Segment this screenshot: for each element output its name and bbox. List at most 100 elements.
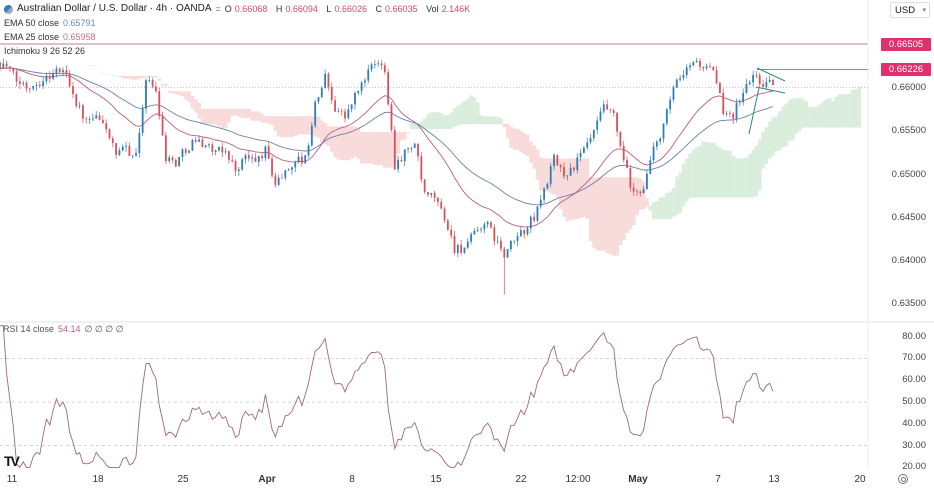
candle-body: [612, 110, 615, 113]
candle-body: [546, 183, 549, 189]
cloud-segment: [791, 98, 795, 141]
candle-body: [32, 85, 35, 89]
candle: [619, 131, 622, 148]
cloud-segment: [187, 91, 192, 103]
candle-body: [194, 139, 197, 142]
ema50-legend[interactable]: EMA 50 close 0.65791: [4, 18, 96, 28]
candle: [380, 60, 383, 70]
candle: [241, 157, 244, 172]
rsi-line: [0, 325, 774, 469]
cloud-segment: [741, 158, 746, 198]
candle-body: [695, 60, 698, 63]
candle-body: [121, 146, 124, 151]
candle-body: [48, 75, 51, 79]
cloud-segment: [704, 142, 709, 198]
cloud-segment: [522, 133, 527, 155]
ema25-legend[interactable]: EMA 25 close 0.65958: [4, 32, 96, 42]
candle: [456, 243, 459, 258]
candle: [566, 175, 569, 181]
cloud-segment: [821, 101, 825, 128]
candle-body: [702, 66, 705, 69]
cloud-segment: [754, 145, 759, 196]
candle-body: [672, 87, 675, 100]
candle-body: [768, 79, 771, 82]
candle: [314, 99, 317, 128]
candle: [735, 98, 738, 123]
candle: [164, 132, 167, 165]
rsi-legend[interactable]: RSI 14 close 54.14 ∅ ∅ ∅ ∅: [3, 324, 124, 334]
symbol-title[interactable]: Australian Dollar / U.S. Dollar · 4h · O…: [17, 3, 212, 14]
settings-gear-icon[interactable]: [898, 474, 908, 484]
cloud-segment: [486, 116, 490, 125]
candle-body: [324, 73, 327, 88]
candle-body: [191, 139, 194, 151]
candle: [383, 62, 386, 75]
cloud-segment: [247, 108, 251, 118]
cloud-segment: [774, 116, 779, 152]
candle: [201, 136, 204, 148]
candle: [473, 228, 476, 235]
cloud-segment: [466, 98, 470, 125]
candle: [55, 65, 58, 78]
candle-body: [722, 93, 725, 114]
cloud-segment: [336, 126, 341, 160]
candle: [768, 75, 771, 83]
tradingview-logo[interactable]: TV: [4, 453, 20, 469]
cloud-segment: [787, 99, 792, 141]
candle-body: [417, 143, 419, 157]
candle: [758, 72, 761, 88]
candle-body: [155, 86, 157, 92]
currency-dropdown[interactable]: USD ▾: [890, 2, 930, 18]
candle-body: [566, 175, 569, 177]
candle-body: [357, 90, 360, 93]
candle: [281, 173, 283, 179]
candle: [466, 238, 469, 250]
candle: [679, 74, 682, 82]
candle: [373, 59, 376, 69]
candle: [636, 188, 638, 196]
ichimoku-legend[interactable]: Ichimoku 9 26 52 26: [4, 46, 86, 56]
candle-body: [264, 146, 267, 159]
candle-body: [231, 159, 234, 162]
cloud-segment: [416, 122, 420, 129]
candle-body: [330, 87, 333, 101]
cloud-segment: [376, 132, 381, 166]
candle-body: [271, 158, 273, 176]
rsi-tick: 30.00: [902, 439, 926, 451]
candle: [32, 85, 35, 92]
candle: [204, 144, 207, 149]
candle-body: [52, 73, 54, 79]
candle-body: [463, 247, 466, 253]
candle-body: [536, 206, 539, 221]
candle: [370, 62, 373, 73]
candle: [101, 115, 104, 124]
candle-body: [622, 145, 625, 160]
candle-body: [543, 188, 545, 200]
cloud-segment: [476, 102, 480, 125]
cloud-segment: [131, 75, 135, 80]
cloud-segment: [529, 141, 533, 163]
candle-body: [320, 87, 323, 98]
cloud-segment: [675, 176, 679, 215]
cloud-segment: [698, 145, 702, 198]
candle-body: [377, 63, 380, 65]
candle: [115, 142, 118, 159]
cloud-segment: [618, 177, 623, 245]
candle-body: [430, 192, 433, 195]
cloud-segment: [253, 111, 258, 121]
candle: [72, 82, 74, 99]
candle: [755, 71, 758, 79]
candle: [2, 58, 5, 70]
cloud-segment: [333, 126, 338, 158]
candle-body: [12, 68, 15, 72]
time-tick: 12:00: [565, 474, 591, 485]
candle-body: [728, 113, 731, 114]
cloud-segment: [635, 177, 639, 216]
cloud-segment: [290, 116, 294, 138]
cloud-segment: [87, 65, 92, 66]
triangle-pattern-drawing[interactable]: [748, 67, 786, 135]
candle-body: [108, 129, 111, 139]
candle: [692, 61, 695, 67]
cloud-segment: [436, 112, 440, 129]
